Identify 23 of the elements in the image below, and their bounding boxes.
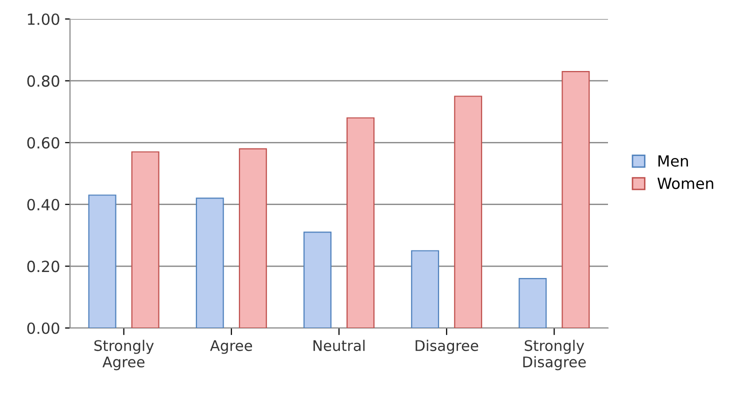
bar [196, 198, 224, 328]
bar [562, 70, 590, 328]
x-tick-label: Strongly Disagree [523, 340, 586, 370]
bar [88, 194, 116, 328]
y-tick-label: 0.60 [27, 137, 60, 149]
bar [303, 232, 332, 328]
bar [346, 117, 375, 328]
y-tick-label: 1.00 [28, 13, 60, 26]
y-tick-label: 0.20 [27, 260, 60, 272]
bar [238, 148, 267, 328]
x-tick-label: Disagree [416, 340, 478, 354]
x-tick-label: Strongly Agree [94, 340, 154, 370]
x-tick-label: Neutral [314, 340, 365, 352]
y-tick-label: 0.80 [27, 75, 60, 87]
bar [454, 96, 482, 328]
y-tick-label: 0.40 [27, 198, 60, 210]
y-tick-label: 0.00 [27, 322, 60, 334]
bar [131, 151, 160, 328]
legend-label: Women [657, 178, 714, 190]
legend-label: Men [658, 155, 688, 167]
x-tick-label: Agree [210, 340, 252, 354]
bar [518, 278, 547, 328]
bar [411, 250, 440, 328]
